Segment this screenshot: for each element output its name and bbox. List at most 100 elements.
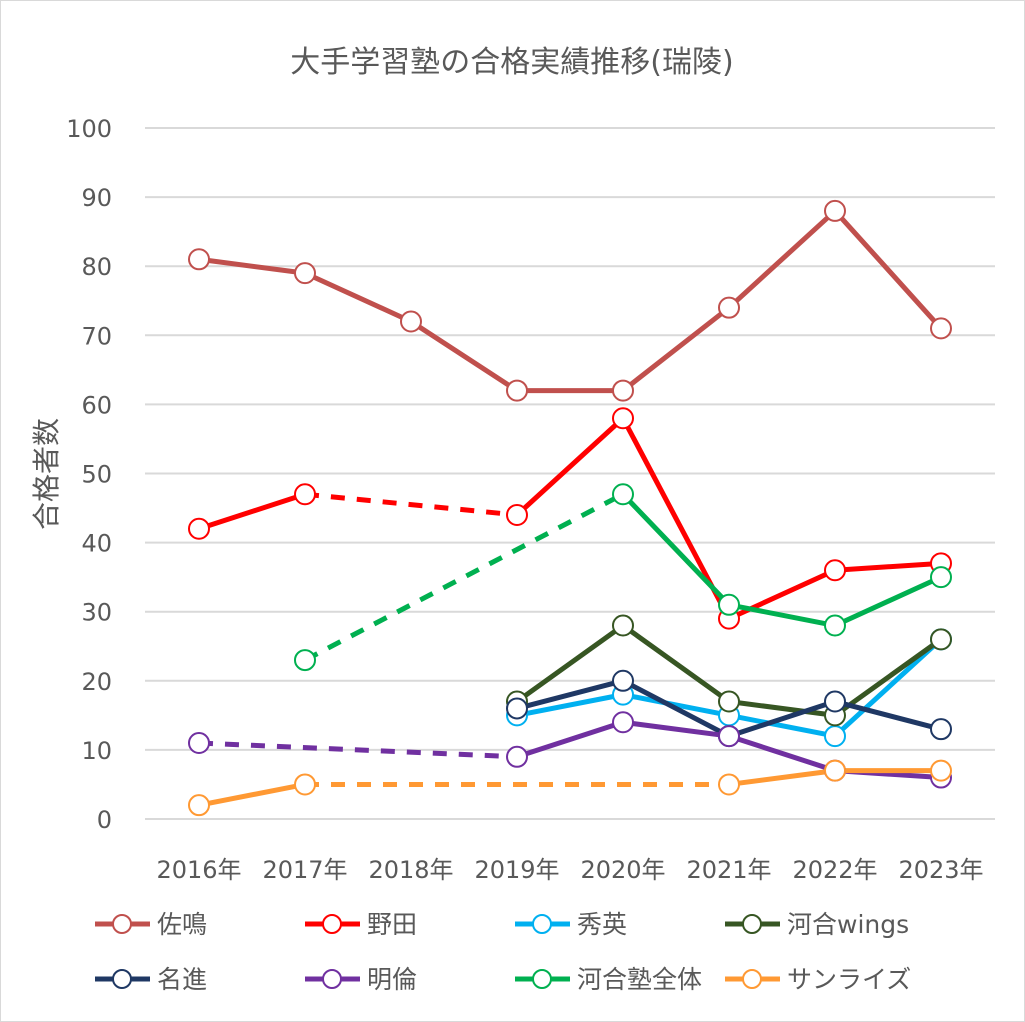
series-line-segment xyxy=(304,491,518,518)
x-tick-label: 2016年 xyxy=(156,856,241,884)
series-line-segment xyxy=(196,256,308,276)
data-point xyxy=(824,759,846,782)
data-point xyxy=(718,593,740,616)
legend-label: 秀英 xyxy=(577,910,627,939)
y-axis-label: 合格者数 xyxy=(30,418,63,530)
series-line-segment xyxy=(726,602,838,629)
data-point xyxy=(294,262,316,285)
data-point xyxy=(506,379,528,402)
series-line-segment xyxy=(620,719,732,739)
series-line-segment xyxy=(514,623,626,705)
series-line-segment xyxy=(832,636,944,718)
series-line-segment xyxy=(832,208,944,331)
legend-marker xyxy=(532,914,552,934)
y-tick-label: 60 xyxy=(81,391,112,419)
series-line-segment xyxy=(726,699,838,718)
series-line-segment xyxy=(514,719,626,760)
series-line-segment xyxy=(832,636,944,739)
x-tick-label: 2020年 xyxy=(580,856,665,884)
data-point xyxy=(506,503,528,526)
data-point xyxy=(824,725,846,748)
legend-item: 河合wings xyxy=(725,910,909,939)
data-point xyxy=(824,614,846,637)
data-point xyxy=(612,614,634,637)
legend-marker xyxy=(322,969,342,989)
legend-item: 河合塾全体 xyxy=(515,965,702,994)
chart-title: 大手学習塾の合格実績推移(瑞陵) xyxy=(290,45,733,80)
legend-label: 明倫 xyxy=(367,965,417,994)
series-line-segment xyxy=(726,208,838,311)
series-line-segment xyxy=(832,699,944,732)
series-line-segment xyxy=(302,270,414,324)
series-line-segment xyxy=(832,560,944,573)
data-point xyxy=(188,248,210,271)
data-point xyxy=(506,745,528,768)
legend-item: 名進 xyxy=(95,965,207,994)
legend-label: サンライズ xyxy=(787,965,911,994)
y-tick-label: 80 xyxy=(81,253,112,281)
data-point xyxy=(612,483,634,506)
data-point xyxy=(188,731,210,754)
data-point xyxy=(718,725,740,748)
legend-label: 河合wings xyxy=(787,910,909,939)
legend-label: 河合塾全体 xyxy=(577,965,702,994)
legend-marker xyxy=(532,969,552,989)
data-point xyxy=(612,669,634,692)
data-point xyxy=(294,483,316,506)
data-point xyxy=(930,759,952,782)
series-line-segment xyxy=(620,491,732,608)
series-line-segment xyxy=(726,733,838,774)
data-point xyxy=(824,690,846,713)
data-point xyxy=(294,773,316,796)
series-line-segment xyxy=(514,415,626,518)
series-line-segment xyxy=(620,623,732,705)
series-line-segment xyxy=(514,692,626,718)
legend-marker xyxy=(322,914,342,934)
x-tick-label: 2018年 xyxy=(368,856,453,884)
legend-label: 野田 xyxy=(367,910,417,939)
y-tick-label: 50 xyxy=(81,461,112,489)
series-line-segment xyxy=(620,692,732,718)
legend-marker xyxy=(112,914,132,934)
series-line-segment xyxy=(620,305,732,394)
y-tick-label: 70 xyxy=(81,322,112,350)
series-line-segment xyxy=(726,768,838,787)
x-tick-label: 2023年 xyxy=(898,856,983,884)
legend-label: 名進 xyxy=(157,965,207,994)
x-tick-label: 2021年 xyxy=(686,856,771,884)
x-tick-label: 2019年 xyxy=(474,856,559,884)
data-point xyxy=(718,296,740,319)
y-tick-label: 20 xyxy=(81,668,112,696)
y-tick-label: 30 xyxy=(81,599,112,627)
legend-marker xyxy=(112,969,132,989)
series-line-segment xyxy=(303,492,625,663)
legend-item: 明倫 xyxy=(305,965,417,994)
legend-item: サンライズ xyxy=(725,965,911,994)
legend-item: 野田 xyxy=(305,910,417,939)
data-point xyxy=(612,407,634,430)
data-point xyxy=(718,773,740,796)
legend-item: 秀英 xyxy=(515,910,627,939)
data-point xyxy=(824,559,846,582)
series-line-segment xyxy=(196,491,308,532)
data-point xyxy=(294,649,316,672)
data-point xyxy=(506,697,528,720)
legend-marker xyxy=(742,969,762,989)
data-point xyxy=(930,566,952,589)
x-tick-label: 2017年 xyxy=(262,856,347,884)
legend-label: 佐鳴 xyxy=(157,910,207,939)
data-point xyxy=(930,317,952,340)
y-tick-label: 0 xyxy=(97,806,112,834)
data-point xyxy=(188,517,210,540)
series-line-segment xyxy=(198,740,518,760)
x-tick-label: 2022年 xyxy=(792,856,877,884)
series-line-segment xyxy=(408,318,520,394)
data-point xyxy=(824,199,846,222)
data-point xyxy=(718,690,740,713)
legend-item: 佐鳴 xyxy=(95,910,207,939)
y-tick-label: 40 xyxy=(81,530,112,558)
data-point xyxy=(612,711,634,734)
data-point xyxy=(930,628,952,651)
y-tick-label: 10 xyxy=(81,737,112,765)
